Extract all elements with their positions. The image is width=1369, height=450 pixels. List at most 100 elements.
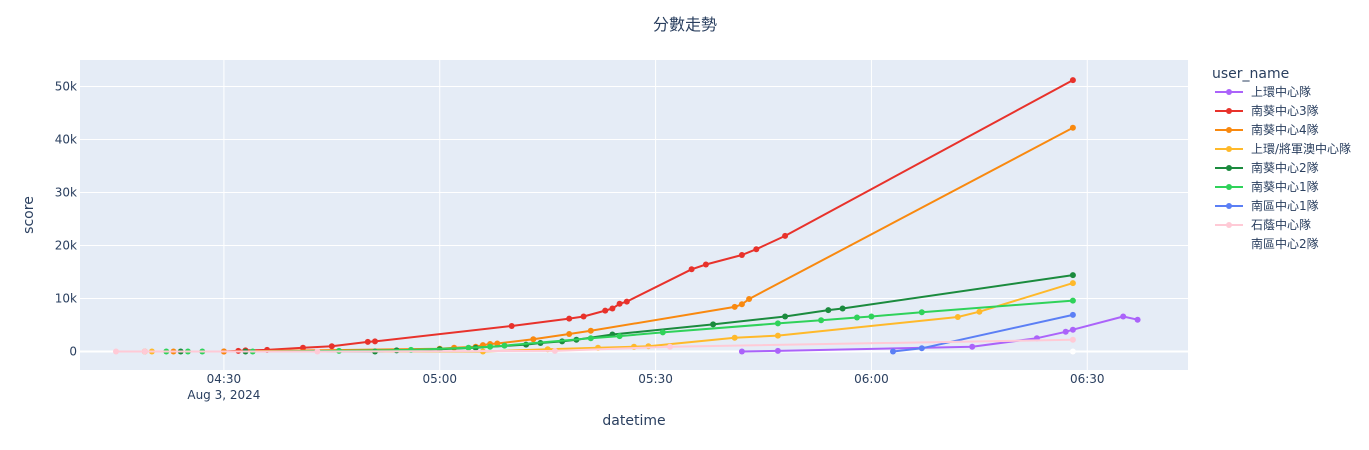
legend-item[interactable]: 南葵中心3隊 <box>1215 103 1319 118</box>
legend-label: 上環/將軍澳中心隊 <box>1251 141 1351 156</box>
data-point[interactable] <box>1069 348 1076 355</box>
data-point[interactable] <box>1069 297 1076 304</box>
x-tick-label: 04:30 <box>207 372 242 386</box>
y-tick-label: 50k <box>55 79 77 93</box>
legend-swatch-marker <box>1226 203 1232 209</box>
legend[interactable]: 上環中心隊南葵中心3隊南葵中心4隊上環/將軍澳中心隊南葵中心2隊南葵中心1隊南區… <box>1215 84 1351 251</box>
y-tick-label: 0 <box>69 344 77 358</box>
data-point[interactable] <box>702 261 709 268</box>
data-point[interactable] <box>738 252 745 258</box>
legend-label: 上環中心隊 <box>1251 84 1311 99</box>
data-point[interactable] <box>530 336 537 343</box>
legend-item[interactable]: 南葵中心4隊 <box>1215 122 1319 137</box>
data-point[interactable] <box>587 327 594 334</box>
data-point[interactable] <box>314 348 321 355</box>
legend-swatch-marker <box>1226 127 1232 133</box>
data-point[interactable] <box>580 313 587 320</box>
data-point[interactable] <box>731 303 738 310</box>
data-point[interactable] <box>667 343 673 350</box>
data-point[interactable] <box>1069 124 1076 131</box>
data-point[interactable] <box>746 296 753 302</box>
data-point[interactable] <box>738 348 745 355</box>
legend-label: 南葵中心1隊 <box>1251 179 1319 194</box>
data-point[interactable] <box>566 315 573 322</box>
data-point[interactable] <box>825 307 832 314</box>
data-point[interactable] <box>487 343 494 350</box>
data-point[interactable] <box>774 347 781 354</box>
data-point[interactable] <box>954 314 961 320</box>
legend-label: 南區中心1隊 <box>1251 198 1319 213</box>
data-point[interactable] <box>688 266 695 273</box>
data-point[interactable] <box>623 298 630 305</box>
data-point[interactable] <box>1134 316 1141 323</box>
y-axis-title: score <box>21 196 37 234</box>
data-point[interactable] <box>1069 272 1076 279</box>
data-point[interactable] <box>659 329 666 336</box>
data-point[interactable] <box>494 340 501 347</box>
data-point[interactable] <box>774 332 781 339</box>
x-tick-label: 05:00 <box>422 372 457 386</box>
data-point[interactable] <box>753 246 760 253</box>
data-point[interactable] <box>609 305 616 312</box>
data-point[interactable] <box>372 338 378 345</box>
series-line[interactable] <box>741 315 1138 353</box>
data-point[interactable] <box>818 317 825 324</box>
data-point[interactable] <box>890 348 896 355</box>
data-point[interactable] <box>738 301 745 308</box>
legend-swatch-marker <box>1226 222 1232 228</box>
data-point[interactable] <box>113 348 119 355</box>
data-point[interactable] <box>774 320 781 327</box>
x-tick-sublabel: Aug 3, 2024 <box>187 388 260 402</box>
legend-item[interactable]: 南葵中心2隊 <box>1215 160 1319 175</box>
legend-item[interactable]: 南區中心2隊 <box>1215 236 1319 251</box>
data-point[interactable] <box>731 334 738 341</box>
data-point[interactable] <box>328 343 335 350</box>
data-point[interactable] <box>1069 77 1076 84</box>
data-point[interactable] <box>1069 336 1076 343</box>
data-point[interactable] <box>616 300 623 307</box>
series-group <box>1069 348 1076 355</box>
data-point[interactable] <box>587 335 594 342</box>
legend-title: user_name <box>1212 66 1289 82</box>
data-point[interactable] <box>1062 328 1069 335</box>
data-point[interactable] <box>710 321 717 328</box>
data-point[interactable] <box>918 345 925 352</box>
legend-item[interactable]: 南區中心1隊 <box>1215 198 1319 213</box>
series-line[interactable] <box>116 338 1073 353</box>
data-point[interactable] <box>868 313 875 320</box>
y-tick-label: 20k <box>55 238 77 252</box>
data-point[interactable] <box>1069 280 1076 287</box>
legend-item[interactable]: 上環中心隊 <box>1215 84 1311 99</box>
data-point[interactable] <box>1069 326 1076 333</box>
data-point[interactable] <box>551 347 558 354</box>
data-point[interactable] <box>1069 311 1076 318</box>
data-point[interactable] <box>854 314 860 321</box>
data-point[interactable] <box>141 348 148 355</box>
series-layer <box>113 77 1141 355</box>
data-point[interactable] <box>969 343 976 350</box>
data-point[interactable] <box>918 309 925 316</box>
legend-label: 石蔭中心隊 <box>1251 217 1311 232</box>
series-group <box>220 77 1076 355</box>
data-point[interactable] <box>501 342 508 349</box>
data-point[interactable] <box>782 313 789 320</box>
data-point[interactable] <box>465 344 472 351</box>
data-point[interactable] <box>300 344 306 351</box>
data-point[interactable] <box>976 308 983 315</box>
legend-swatch-marker <box>1226 108 1232 114</box>
legend-item[interactable]: 上環/將軍澳中心隊 <box>1215 141 1351 156</box>
data-point[interactable] <box>602 307 609 314</box>
data-point[interactable] <box>616 333 623 340</box>
data-point[interactable] <box>508 323 515 329</box>
data-point[interactable] <box>839 305 846 312</box>
data-point[interactable] <box>1120 313 1127 320</box>
data-point[interactable] <box>566 331 573 337</box>
legend-item[interactable]: 石蔭中心隊 <box>1215 217 1311 232</box>
y-tick-label: 30k <box>55 185 77 199</box>
legend-item[interactable]: 南葵中心1隊 <box>1215 179 1319 194</box>
x-axis-title: datetime <box>602 413 665 429</box>
legend-swatch-marker <box>1226 184 1232 190</box>
data-point[interactable] <box>782 232 789 239</box>
data-point[interactable] <box>364 338 371 345</box>
